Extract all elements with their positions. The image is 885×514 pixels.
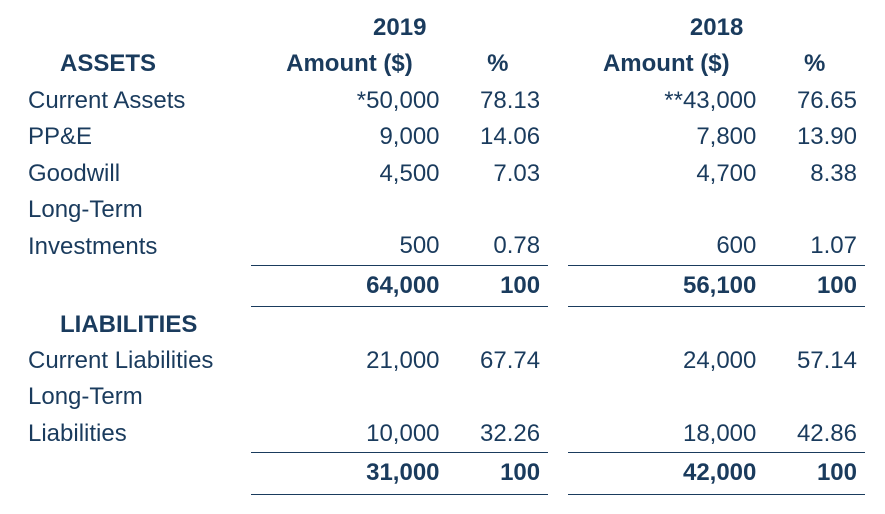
pct-header-2018: % bbox=[764, 46, 865, 82]
row-amount-y2: **43,000 bbox=[568, 83, 764, 119]
row-label: Goodwill bbox=[20, 156, 251, 192]
row-label: PP&E bbox=[20, 119, 251, 155]
total-amount-y1: 31,000 bbox=[251, 453, 447, 494]
table-row: Current Liabilities 21,000 67.74 24,000 … bbox=[20, 343, 865, 379]
total-pct-y2: 100 bbox=[764, 453, 865, 494]
row-label-line2: Liabilities bbox=[20, 416, 251, 453]
row-pct-y1: 0.78 bbox=[448, 228, 549, 265]
row-amount-y1: 500 bbox=[251, 228, 447, 265]
amount-header-2018: Amount ($) bbox=[568, 46, 764, 82]
table-row: Investments 500 0.78 600 1.07 bbox=[20, 228, 865, 265]
table-row: Liabilities 10,000 32.26 18,000 42.86 bbox=[20, 416, 865, 453]
liabilities-heading-row: LIABILITIES bbox=[20, 307, 865, 343]
row-label-line2: Investments bbox=[20, 228, 251, 265]
row-label: Current Liabilities bbox=[20, 343, 251, 379]
row-amount-y1: 10,000 bbox=[251, 416, 447, 453]
row-amount-y2: 7,800 bbox=[568, 119, 764, 155]
row-amount-y2: 24,000 bbox=[568, 343, 764, 379]
row-pct-y1: 32.26 bbox=[448, 416, 549, 453]
total-pct-y1: 100 bbox=[448, 453, 549, 494]
row-pct-y1: 7.03 bbox=[448, 156, 549, 192]
year-2018-header: 2018 bbox=[568, 10, 865, 46]
row-pct-y2: 1.07 bbox=[764, 228, 865, 265]
amount-header-2019: Amount ($) bbox=[251, 46, 447, 82]
row-label-line1: Long-Term bbox=[20, 192, 251, 228]
row-amount-y1: *50,000 bbox=[251, 83, 447, 119]
row-amount-y2: 18,000 bbox=[568, 416, 764, 453]
table-row: Goodwill 4,500 7.03 4,700 8.38 bbox=[20, 156, 865, 192]
row-pct-y2: 57.14 bbox=[764, 343, 865, 379]
table-row: PP&E 9,000 14.06 7,800 13.90 bbox=[20, 119, 865, 155]
year-header-row: 2019 2018 bbox=[20, 10, 865, 46]
row-pct-y1: 14.06 bbox=[448, 119, 549, 155]
total-pct-y1: 100 bbox=[448, 265, 549, 306]
row-pct-y2: 42.86 bbox=[764, 416, 865, 453]
row-label-line1: Long-Term bbox=[20, 379, 251, 415]
row-amount-y1: 21,000 bbox=[251, 343, 447, 379]
liabilities-heading: LIABILITIES bbox=[20, 307, 251, 343]
row-amount-y2: 600 bbox=[568, 228, 764, 265]
total-amount-y1: 64,000 bbox=[251, 265, 447, 306]
assets-total-row: 64,000 100 56,100 100 bbox=[20, 265, 865, 306]
balance-sheet-table: 2019 2018 ASSETS Amount ($) % Amount ($)… bbox=[20, 10, 865, 495]
assets-heading: ASSETS bbox=[20, 46, 251, 82]
year-2019-header: 2019 bbox=[251, 10, 548, 46]
liabilities-total-row: 31,000 100 42,000 100 bbox=[20, 453, 865, 494]
total-amount-y2: 56,100 bbox=[568, 265, 764, 306]
pct-header-2019: % bbox=[448, 46, 549, 82]
total-amount-y2: 42,000 bbox=[568, 453, 764, 494]
row-amount-y1: 4,500 bbox=[251, 156, 447, 192]
row-pct-y2: 8.38 bbox=[764, 156, 865, 192]
row-amount-y1: 9,000 bbox=[251, 119, 447, 155]
table-row: Long-Term bbox=[20, 192, 865, 228]
row-pct-y2: 76.65 bbox=[764, 83, 865, 119]
table-row: Current Assets *50,000 78.13 **43,000 76… bbox=[20, 83, 865, 119]
row-pct-y1: 78.13 bbox=[448, 83, 549, 119]
row-amount-y2: 4,700 bbox=[568, 156, 764, 192]
column-header-row: ASSETS Amount ($) % Amount ($) % bbox=[20, 46, 865, 82]
row-label: Current Assets bbox=[20, 83, 251, 119]
table-row: Long-Term bbox=[20, 379, 865, 415]
row-pct-y1: 67.74 bbox=[448, 343, 549, 379]
row-pct-y2: 13.90 bbox=[764, 119, 865, 155]
total-pct-y2: 100 bbox=[764, 265, 865, 306]
